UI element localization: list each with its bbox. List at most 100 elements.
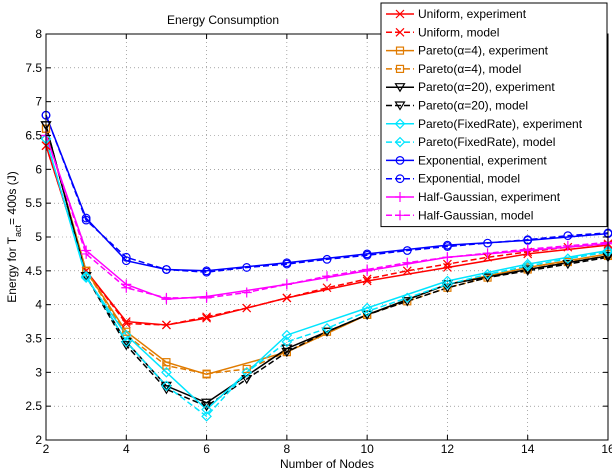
data-point-9-3: [162, 265, 171, 274]
x-tick-label: 8: [284, 442, 291, 456]
data-point-9-4: [202, 267, 211, 277]
data-point-7-13: [562, 253, 574, 265]
data-point-6-6: [361, 302, 373, 314]
legend-label-10: Half-Gaussian, experiment: [418, 190, 561, 204]
data-point-7-7: [321, 323, 333, 334]
data-point-5-9: [401, 297, 413, 307]
data-point-7-9: [401, 292, 413, 304]
data-point-1-7: [322, 283, 332, 293]
data-point-3-3: [162, 361, 171, 370]
data-point-9-10: [443, 242, 452, 251]
x-axis-label: Number of Nodes: [280, 457, 374, 471]
data-point-11-8: [362, 264, 373, 275]
data-point-1-4: [202, 312, 211, 322]
legend-label-0: Uniform, experiment: [418, 7, 527, 21]
data-point-11-10: [442, 252, 453, 263]
legend-label-11: Half-Gaussian, model: [418, 208, 533, 222]
legend-marker-8: [395, 155, 405, 165]
legend-marker-2: [395, 46, 405, 55]
x-tick-label: 16: [601, 442, 612, 456]
y-axis-label: Energy for Tact= 400s (J): [5, 171, 23, 303]
data-point-6-5: [281, 329, 293, 341]
data-point-1-9: [402, 266, 412, 276]
legend-marker-1: [395, 27, 405, 37]
data-point-5-10: [441, 283, 453, 293]
y-axis-label-prefix: Energy for T: [5, 236, 19, 302]
data-point-7-8: [361, 306, 373, 317]
x-tick-label: 6: [203, 442, 210, 456]
legend-label-8: Exponential, experiment: [418, 153, 547, 167]
legend-label-3: Pareto(α=4), model: [418, 62, 521, 76]
series-line-5: [45, 125, 609, 408]
legend-label-4: Pareto(α=20), experiment: [418, 80, 555, 94]
data-point-0-2: [121, 317, 131, 327]
data-point-9-1: [81, 215, 91, 225]
y-tick-label: 7: [35, 95, 42, 109]
series-line-1: [45, 145, 609, 326]
ticks: 2 4 6 8 10 12 14 16 2 2.5 3 3.5 4 4.5 5 5.5 6 6.5 7 7.5 8: [25, 27, 612, 456]
data-point-0-6: [362, 276, 372, 286]
data-point-7-5: [241, 366, 253, 378]
data-point-7-3: [161, 380, 172, 392]
data-point-1-3: [162, 320, 171, 330]
y-tick-label: 6: [35, 162, 42, 176]
data-point-6-2: [120, 329, 132, 341]
data-point-1-8: [362, 274, 372, 284]
legend-marker-4: [394, 83, 406, 93]
data-point-1-10: [443, 259, 452, 269]
y-tick-label: 5.5: [25, 196, 42, 210]
y-tick-label: 4.5: [25, 264, 42, 278]
legend-marker-0: [395, 9, 405, 19]
data-point-11-2: [121, 282, 132, 293]
legend-marker-3: [395, 64, 405, 74]
data-point-5-11: [482, 273, 494, 283]
y-tick-label: 3.5: [25, 332, 42, 346]
legend-marker-10: [395, 192, 405, 202]
data-point-9-2: [121, 252, 131, 262]
data-point-5-7: [321, 327, 333, 337]
y-axis-label-subscript: act: [13, 224, 23, 237]
data-point-11-6: [281, 279, 292, 290]
series-line-9: [45, 114, 609, 273]
legend-label-7: Pareto(FixedRate), model: [418, 135, 555, 149]
data-point-7-2: [120, 336, 132, 348]
data-point-6-4: [201, 404, 212, 415]
data-point-11-4: [201, 292, 212, 303]
data-point-11-13: [562, 240, 573, 251]
data-point-6-7: [442, 275, 453, 287]
legend-marker-11: [395, 210, 405, 221]
data-point-4-8: [522, 265, 534, 275]
data-point-1-2: [121, 319, 131, 329]
y-tick-label: 3: [35, 365, 42, 379]
data-point-6-1: [80, 272, 92, 283]
data-point-5-6: [281, 347, 293, 358]
x-tick-label: 14: [521, 442, 535, 456]
data-point-5-12: [522, 266, 534, 276]
data-point-1-6: [282, 293, 292, 303]
y-tick-label: 2: [35, 433, 42, 447]
data-point-6-8: [522, 258, 534, 270]
data-point-3-1: [82, 266, 91, 275]
x-tick-label: 10: [360, 442, 374, 456]
data-point-8-2: [121, 256, 131, 266]
legend-label-9: Exponential, model: [418, 172, 520, 186]
data-point-11-12: [522, 244, 533, 255]
data-point-0-7: [443, 263, 452, 272]
x-tick-label: 12: [441, 442, 455, 456]
data-point-9-7: [322, 254, 332, 264]
data-point-11-9: [402, 257, 413, 268]
data-point-11-1: [81, 248, 92, 259]
legend-marker-5: [394, 101, 406, 111]
legend-label-6: Pareto(FixedRate), experiment: [418, 117, 583, 131]
data-point-7-12: [522, 260, 534, 272]
data-point-11-3: [161, 292, 172, 303]
chart-title: Energy Consumption: [167, 13, 279, 27]
legend-marker-9: [395, 174, 405, 184]
data-point-3-4: [202, 369, 211, 378]
data-point-5-8: [361, 310, 373, 320]
data-point-1-5: [242, 303, 252, 313]
data-point-9-9: [402, 246, 412, 255]
data-point-0-4: [202, 313, 211, 323]
data-point-7-6: [281, 336, 293, 348]
